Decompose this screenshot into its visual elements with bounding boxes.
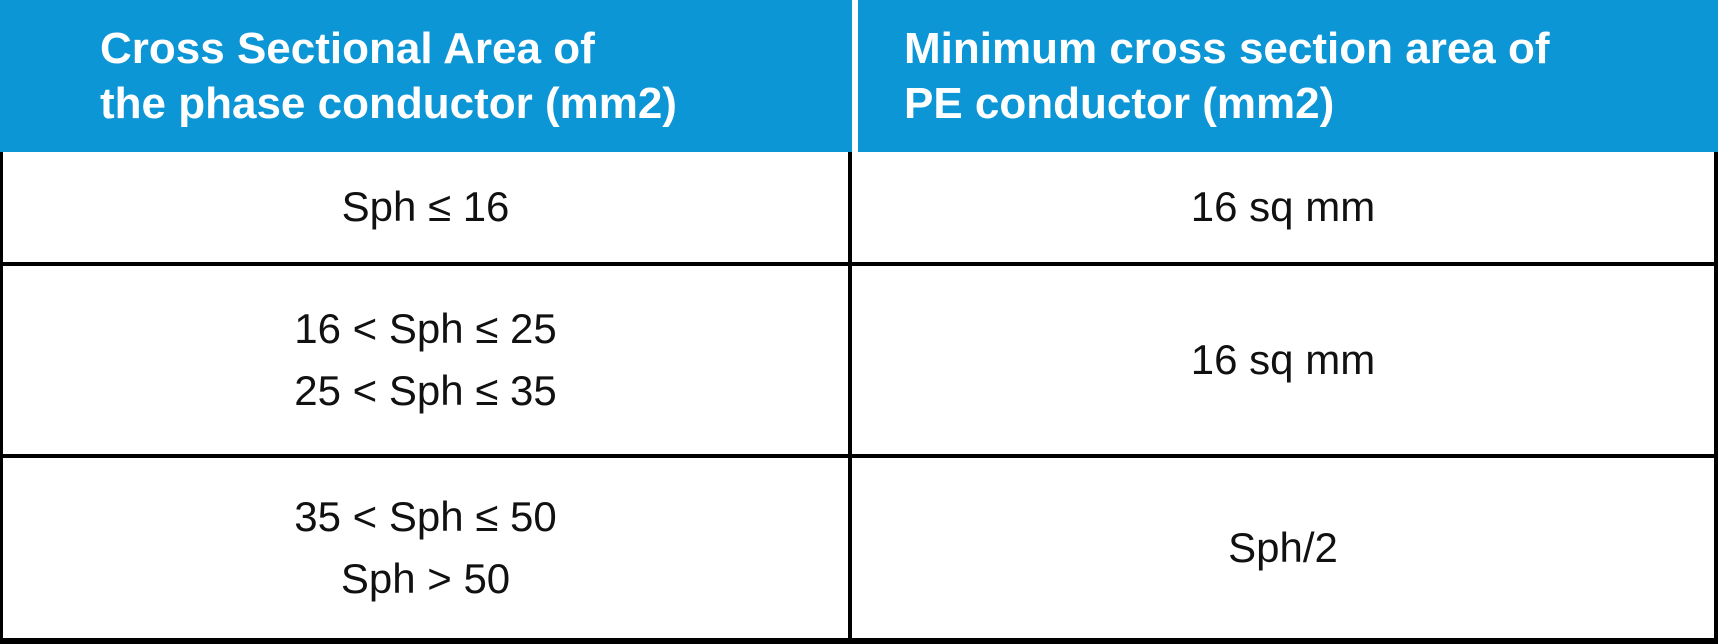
table-body: Sph ≤ 16 16 sq mm 16 < Sph ≤ 25 25 < Sph… [0, 152, 1718, 644]
table-row: Sph ≤ 16 16 sq mm [3, 152, 1714, 266]
pe-cell: 16 sq mm [852, 266, 1714, 454]
phase-condition: 25 < Sph ≤ 35 [294, 367, 557, 414]
phase-cell: 35 < Sph ≤ 50 Sph > 50 [3, 458, 852, 638]
pe-value: Sph/2 [1228, 524, 1338, 571]
phase-condition: 35 < Sph ≤ 50 [294, 493, 557, 540]
table-row: 16 < Sph ≤ 25 25 < Sph ≤ 35 16 sq mm [3, 266, 1714, 458]
header-pe-line2: PE conductor (mm2) [904, 79, 1335, 128]
phase-cell: 16 < Sph ≤ 25 25 < Sph ≤ 35 [3, 266, 852, 454]
table-header-row: Cross Sectional Area of the phase conduc… [0, 0, 1718, 152]
pe-value: 16 sq mm [1190, 183, 1376, 230]
phase-condition: Sph > 50 [340, 555, 511, 602]
header-cell-pe-conductor: Minimum cross section area of PE conduct… [858, 0, 1718, 152]
phase-cell: Sph ≤ 16 [3, 152, 852, 262]
header-pe-line1: Minimum cross section area of [904, 24, 1550, 73]
phase-condition: 16 < Sph ≤ 25 [294, 305, 557, 352]
header-phase-line1: Cross Sectional Area of [100, 24, 595, 73]
pe-cell: 16 sq mm [852, 152, 1714, 262]
table-row: 35 < Sph ≤ 50 Sph > 50 Sph/2 [3, 458, 1714, 638]
pe-cell: Sph/2 [852, 458, 1714, 638]
header-cell-phase-conductor: Cross Sectional Area of the phase conduc… [0, 0, 852, 152]
phase-condition: Sph ≤ 16 [341, 183, 510, 230]
pe-value: 16 sq mm [1190, 336, 1376, 383]
header-phase-line2: the phase conductor (mm2) [100, 79, 677, 128]
header-column-divider [852, 0, 858, 152]
